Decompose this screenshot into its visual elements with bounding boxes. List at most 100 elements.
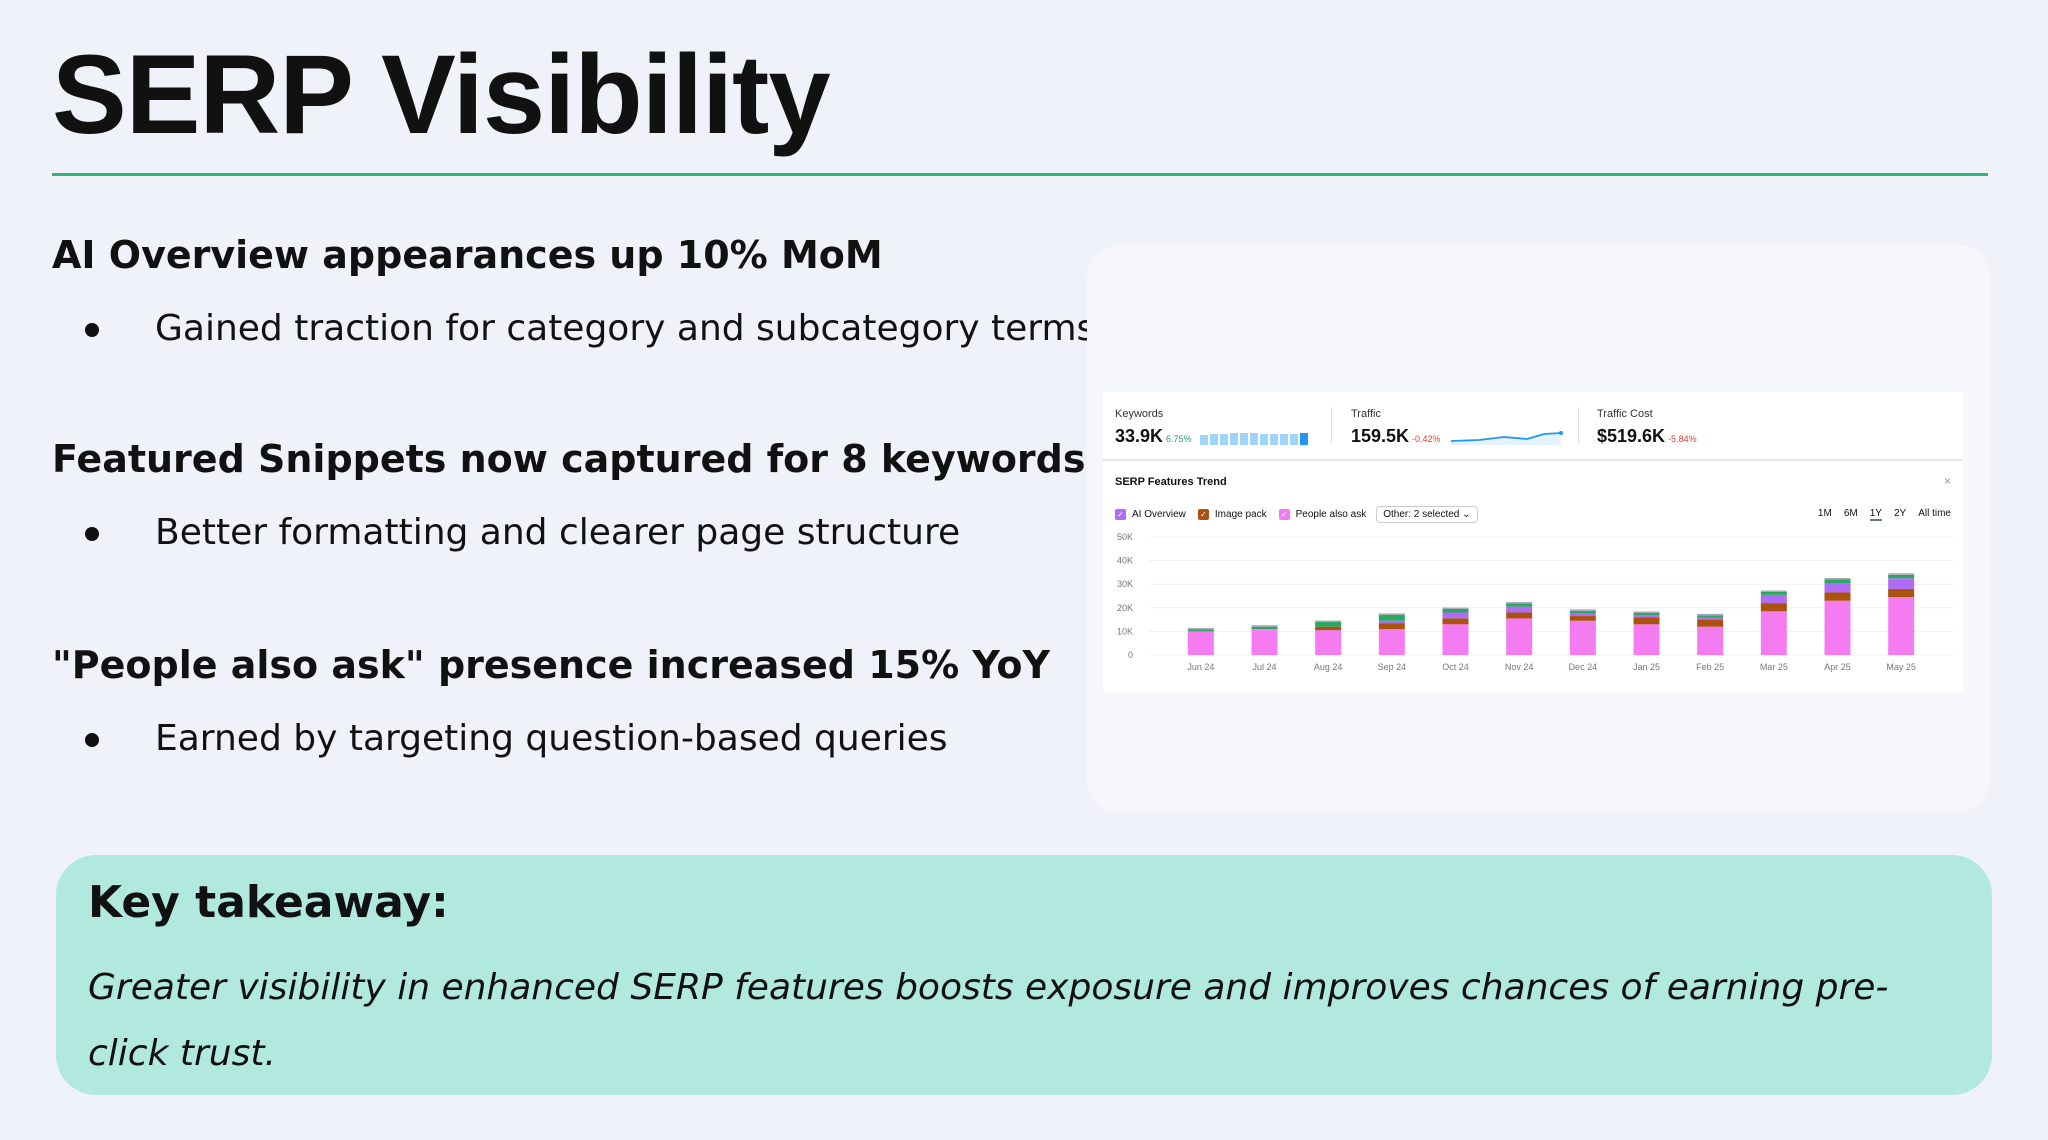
bar-segment[interactable] bbox=[1888, 574, 1915, 579]
y-tick-label: 40K bbox=[1117, 556, 1133, 566]
bar-segment[interactable] bbox=[1824, 600, 1851, 655]
y-tick-label: 0 bbox=[1128, 650, 1133, 660]
x-tick-label: Jan 25 bbox=[1633, 662, 1660, 672]
bar-segment[interactable] bbox=[1760, 611, 1787, 655]
bar-segment[interactable] bbox=[1442, 608, 1469, 613]
bar-segment[interactable] bbox=[1506, 618, 1533, 655]
y-tick-label: 30K bbox=[1117, 579, 1133, 589]
bar-segment[interactable] bbox=[1442, 624, 1469, 655]
bar-cap bbox=[1442, 607, 1469, 609]
metric-label: Traffic bbox=[1351, 408, 1381, 420]
spark-bar bbox=[1289, 434, 1298, 446]
divider bbox=[1103, 459, 1963, 461]
checkbox-image-pack[interactable]: ✓ bbox=[1197, 509, 1209, 520]
bar-segment[interactable] bbox=[1824, 592, 1851, 601]
legend: ✓ AI Overview ✓ Image pack ✓ People also as… bbox=[1115, 506, 1478, 523]
bar-segment[interactable] bbox=[1824, 579, 1851, 584]
checkbox-people-also-ask[interactable]: ✓ bbox=[1278, 509, 1290, 520]
bar-segment[interactable] bbox=[1633, 624, 1660, 655]
traffic-sparkline bbox=[1450, 431, 1563, 446]
bullet-text: Gained traction for category and subcate… bbox=[155, 308, 1096, 349]
bar-segment[interactable] bbox=[1442, 618, 1469, 625]
range-tabs: 1M 6M 1Y 2Y All time bbox=[1818, 508, 1951, 521]
bar-segment[interactable] bbox=[1697, 626, 1724, 655]
bullet-text: Earned by targeting question-based queri… bbox=[155, 718, 948, 759]
bar-segment[interactable] bbox=[1633, 615, 1660, 618]
bar-segment[interactable] bbox=[1378, 614, 1405, 621]
metric-value: $519.6K bbox=[1597, 426, 1666, 446]
point-heading: "People also ask" presence increased 15%… bbox=[52, 643, 1051, 687]
takeaway-box: Key takeaway: Greater visibility in enha… bbox=[56, 855, 1992, 1095]
y-tick-label: 20K bbox=[1117, 603, 1133, 613]
bar-segment[interactable] bbox=[1633, 612, 1660, 616]
bar-segment[interactable] bbox=[1315, 621, 1342, 627]
bar-segment[interactable] bbox=[1760, 591, 1787, 595]
spark-bar bbox=[1299, 433, 1308, 446]
bar-segment[interactable] bbox=[1569, 610, 1596, 614]
bar-segment[interactable] bbox=[1888, 588, 1915, 598]
bar-segment[interactable] bbox=[1697, 615, 1724, 618]
x-tick-label: Apr 25 bbox=[1824, 662, 1851, 672]
bar-segment[interactable] bbox=[1378, 623, 1405, 630]
bar-segment[interactable] bbox=[1760, 603, 1787, 612]
bar-cap bbox=[1187, 628, 1214, 630]
bar-segment[interactable] bbox=[1187, 631, 1214, 655]
bar-segment[interactable] bbox=[1760, 594, 1787, 604]
bar-segment[interactable] bbox=[1633, 617, 1660, 625]
point-heading: AI Overview appearances up 10% MoM bbox=[52, 233, 883, 277]
bar-segment[interactable] bbox=[1506, 606, 1533, 613]
bar-segment[interactable] bbox=[1315, 630, 1342, 655]
x-tick-label: Jul 24 bbox=[1252, 662, 1276, 672]
x-tick-label: Oct 24 bbox=[1442, 662, 1469, 672]
metric-label: Traffic Cost bbox=[1597, 408, 1653, 420]
bar-segment[interactable] bbox=[1569, 613, 1596, 617]
bar-segment[interactable] bbox=[1378, 629, 1405, 655]
bar-segment[interactable] bbox=[1888, 597, 1915, 655]
other-dropdown[interactable]: Other: 2 selected ⌄ bbox=[1376, 506, 1478, 523]
bar-segment[interactable] bbox=[1506, 612, 1533, 619]
chevron-down-icon: ⌄ bbox=[1462, 509, 1471, 520]
takeaway-text: Greater visibility in enhanced SERP feat… bbox=[88, 967, 1889, 1074]
close-icon[interactable]: × bbox=[1943, 474, 1951, 488]
bar-segment[interactable] bbox=[1506, 603, 1533, 607]
point-bullet: Earned by targeting question-based queri… bbox=[85, 718, 948, 759]
bar-segment[interactable] bbox=[1378, 620, 1405, 624]
bar-segment[interactable] bbox=[1697, 619, 1724, 627]
checkbox-ai-overview[interactable]: ✓ bbox=[1115, 509, 1126, 520]
tab-1y[interactable]: 1Y bbox=[1869, 508, 1882, 521]
bar-segment[interactable] bbox=[1251, 626, 1278, 630]
bar-segment[interactable] bbox=[1569, 616, 1596, 621]
tab-2y[interactable]: 2Y bbox=[1893, 508, 1907, 519]
legend-label: People also ask bbox=[1295, 509, 1367, 520]
x-tick-label: Dec 24 bbox=[1569, 662, 1598, 672]
spark-bar bbox=[1279, 434, 1288, 446]
bar-cap bbox=[1378, 613, 1405, 615]
metric-value: 159.5K bbox=[1351, 426, 1410, 446]
spark-bar bbox=[1269, 434, 1278, 446]
divider bbox=[1578, 407, 1579, 443]
trend-title: SERP Features Trend bbox=[1115, 476, 1227, 488]
bar-segment[interactable] bbox=[1187, 629, 1214, 632]
bar-segment[interactable] bbox=[1251, 629, 1278, 655]
metric-value: 33.9K bbox=[1115, 426, 1164, 446]
bar-cap bbox=[1760, 590, 1787, 592]
bar-segment[interactable] bbox=[1442, 612, 1469, 619]
bar-cap bbox=[1824, 577, 1851, 580]
x-tick-label: Mar 25 bbox=[1760, 662, 1788, 672]
tab-all-time[interactable]: All time bbox=[1918, 508, 1951, 519]
tab-1m[interactable]: 1M bbox=[1817, 508, 1832, 519]
spark-bar bbox=[1239, 433, 1248, 446]
y-tick-label: 10K bbox=[1117, 626, 1133, 636]
bar-segment[interactable] bbox=[1888, 578, 1915, 589]
bar-segment[interactable] bbox=[1697, 617, 1724, 620]
bar-segment[interactable] bbox=[1569, 620, 1596, 655]
bullet-icon bbox=[85, 308, 155, 349]
serp-features-chart: 0 10K 20K 30K 40K 50K Jun 24 Jul 24 Aug 24 Sep 24… bbox=[1117, 532, 1953, 672]
legend-label: AI Overview bbox=[1132, 509, 1186, 520]
bullet-icon bbox=[85, 718, 155, 759]
point-bullet: Gained traction for category and subcate… bbox=[85, 308, 1095, 349]
tab-6m[interactable]: 6M bbox=[1843, 508, 1858, 519]
bar-cap bbox=[1697, 613, 1724, 616]
bar-segment[interactable] bbox=[1824, 583, 1851, 593]
bar-segment[interactable] bbox=[1315, 626, 1342, 631]
